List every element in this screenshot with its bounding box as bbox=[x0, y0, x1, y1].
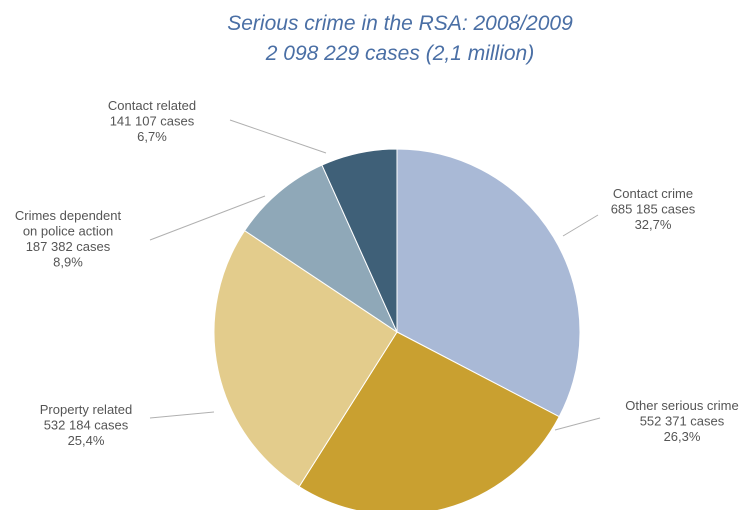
slice-label-line: 187 382 cases bbox=[26, 239, 111, 254]
slice-label-line: on police action bbox=[23, 224, 113, 239]
pie-slice-property-related bbox=[213, 229, 398, 488]
pie-slices bbox=[213, 148, 581, 510]
leader-lines bbox=[149, 119, 601, 431]
slice-label-line: 25,4% bbox=[68, 433, 105, 448]
slice-label-other-serious-crime: Other serious crime 552 371 cases 26,3% bbox=[625, 398, 738, 444]
slice-label-police-action: Crimes dependent on police action 187 382 … bbox=[15, 208, 122, 270]
slice-label-line: Contact crime bbox=[613, 186, 693, 201]
leader-line-other-serious-crime bbox=[554, 417, 601, 431]
leader-line-police-action bbox=[149, 195, 266, 241]
slice-label-line: Crimes dependent bbox=[15, 208, 122, 223]
slice-label-line: Other serious crime bbox=[625, 398, 738, 413]
slice-label-contact-crime: Contact crime 685 185 cases 32,7% bbox=[611, 186, 696, 232]
chart-subtitle: 2 098 229 cases (2,1 million) bbox=[265, 42, 534, 65]
slice-label-line: 32,7% bbox=[635, 217, 672, 232]
slice-label-contact-related: Contact related 141 107 cases 6,7% bbox=[108, 98, 196, 144]
pie-slice-contact-crime bbox=[396, 148, 581, 418]
slice-label-line: 685 185 cases bbox=[611, 202, 696, 217]
leader-line-contact-crime bbox=[562, 214, 599, 237]
slice-label-line: Contact related bbox=[108, 98, 196, 113]
chart-title: Serious crime in the RSA: 2008/2009 bbox=[227, 12, 573, 35]
slice-label-line: 532 184 cases bbox=[44, 418, 129, 433]
slice-labels: Contact crime 685 185 cases 32,7% Other ser… bbox=[15, 98, 739, 448]
slice-label-line: Property related bbox=[40, 402, 133, 417]
slice-label-line: 26,3% bbox=[664, 429, 701, 444]
pie-slice-other-serious-crime bbox=[298, 331, 560, 510]
leader-line-contact-related bbox=[229, 119, 327, 154]
pie-slice-contact-related bbox=[321, 148, 398, 333]
slice-label-line: 552 371 cases bbox=[640, 414, 725, 429]
slice-label-property-related: Property related 532 184 cases 25,4% bbox=[40, 402, 133, 448]
slice-label-line: 6,7% bbox=[137, 129, 167, 144]
pie-slice-police-action bbox=[243, 164, 399, 334]
slice-label-line: 141 107 cases bbox=[110, 114, 195, 129]
slice-label-line: 8,9% bbox=[53, 255, 83, 270]
leader-line-property-related bbox=[149, 411, 215, 419]
